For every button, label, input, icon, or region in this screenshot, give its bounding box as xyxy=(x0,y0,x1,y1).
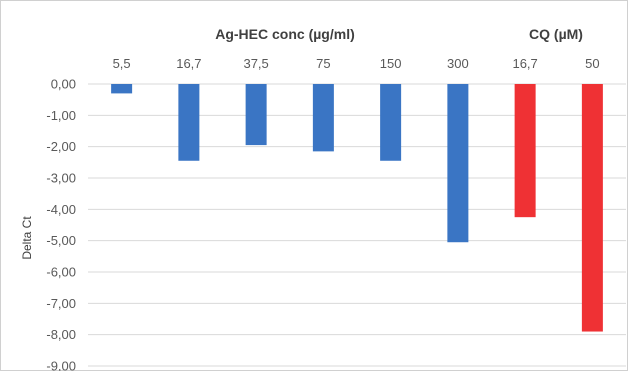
category-label: 75 xyxy=(316,56,330,71)
y-tick-label: -7,00 xyxy=(46,296,76,311)
category-label: 50 xyxy=(585,56,599,71)
bar xyxy=(111,84,133,94)
category-labels: 5,5 16,7 37,5 75 150 300 16,7 50 xyxy=(113,56,600,71)
group-title-ag-hec: Ag-HEC conc (µg/ml) xyxy=(215,26,355,42)
category-label: 300 xyxy=(447,56,469,71)
category-label: 16,7 xyxy=(512,56,537,71)
bar xyxy=(581,84,603,332)
bar xyxy=(380,84,402,161)
bar xyxy=(312,84,334,152)
bar xyxy=(178,84,200,161)
gridlines xyxy=(88,83,626,367)
y-tick-label: -5,00 xyxy=(46,233,76,248)
y-tick-label: -3,00 xyxy=(46,171,76,186)
category-label: 150 xyxy=(380,56,402,71)
category-label: 16,7 xyxy=(176,56,201,71)
bars xyxy=(111,84,603,332)
bar xyxy=(245,84,267,146)
y-tick-labels: 0,00 -1,00 -2,00 -3,00 -4,00 -5,00 -6,00 -7,00 -… xyxy=(46,77,76,371)
y-axis-label: Delta Ct xyxy=(20,216,34,260)
y-tick-label: -6,00 xyxy=(46,265,76,280)
y-tick-label: -8,00 xyxy=(46,327,76,342)
y-tick-label: -4,00 xyxy=(46,202,76,217)
group-title-cq: CQ (µM) xyxy=(529,26,583,42)
category-label: 37,5 xyxy=(243,56,268,71)
y-tick-label: -9,00 xyxy=(46,359,76,371)
y-tick-label: -2,00 xyxy=(46,139,76,154)
y-tick-label: -1,00 xyxy=(46,108,76,123)
bar xyxy=(514,84,536,218)
category-label: 5,5 xyxy=(113,56,131,71)
y-tick-label: 0,00 xyxy=(51,77,76,92)
bar xyxy=(447,84,469,243)
